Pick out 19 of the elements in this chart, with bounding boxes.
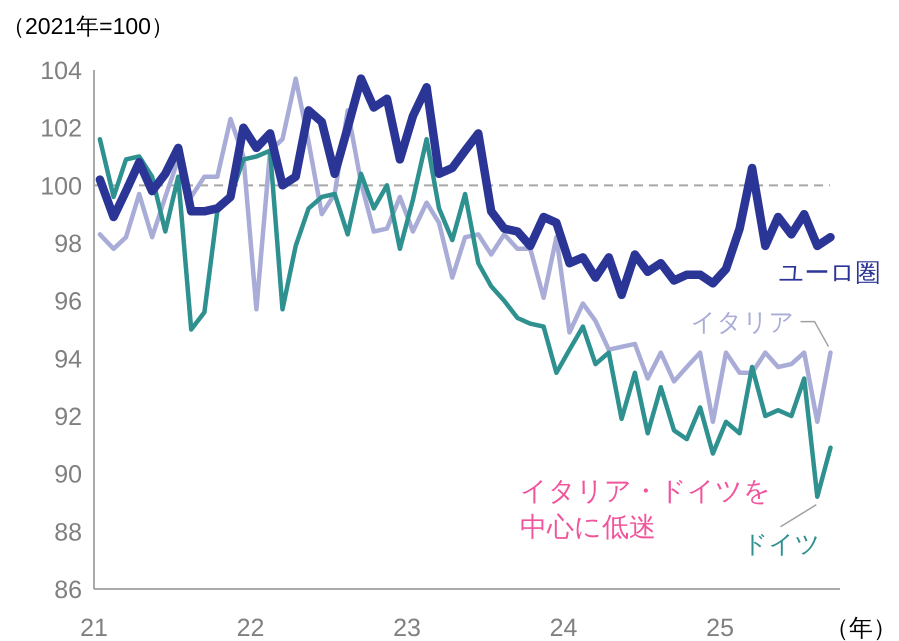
x-tick-label: 23: [393, 614, 421, 641]
x-tick-label: 24: [550, 614, 578, 641]
y-tick-label: 104: [40, 57, 82, 85]
y-tick-label: 100: [40, 172, 82, 200]
y-tick-label: 88: [54, 518, 82, 546]
y-tick-label: 92: [54, 403, 82, 431]
y-tick-label: 102: [40, 114, 82, 143]
y-tick-label: 96: [54, 288, 82, 316]
y-axis-title: （2021年=100）: [2, 13, 174, 39]
y-tick-label: 90: [54, 460, 82, 489]
series-label: イタリア: [690, 308, 795, 337]
y-tick-label: 86: [54, 576, 82, 604]
x-tick-label: 25: [706, 614, 734, 641]
x-tick-label: 21: [80, 614, 108, 641]
x-axis-title: （年）: [825, 615, 897, 641]
series-label: ユーロ圏: [778, 259, 881, 288]
y-tick-label: 94: [54, 345, 82, 374]
y-tick-label: 98: [54, 230, 82, 258]
x-tick-label: 22: [236, 614, 264, 641]
